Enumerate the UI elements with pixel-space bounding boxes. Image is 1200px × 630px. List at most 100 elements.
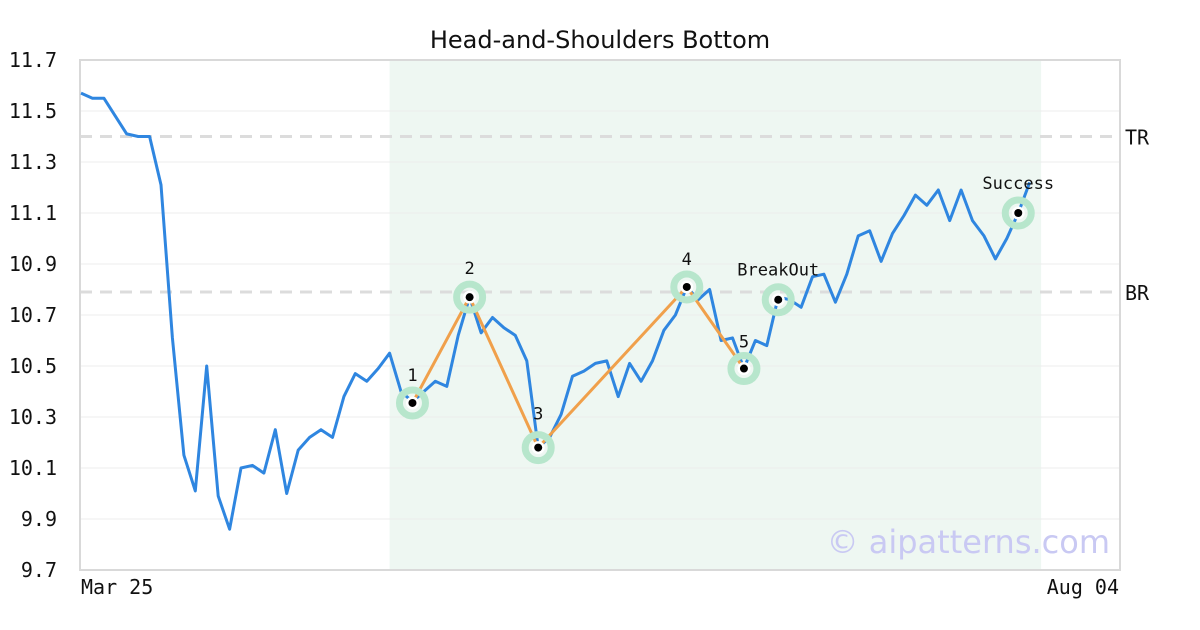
price-point	[594, 362, 596, 364]
price-point	[388, 352, 390, 354]
price-point	[674, 314, 676, 316]
price-point	[377, 367, 379, 369]
price-point	[926, 204, 928, 206]
marker-breakout-ring	[761, 283, 795, 317]
price-point	[640, 380, 642, 382]
price-point	[91, 97, 93, 99]
price-point	[857, 235, 859, 237]
price-point	[880, 260, 882, 262]
pattern-label-1: 1	[407, 366, 417, 386]
price-point	[194, 490, 196, 492]
price-point	[240, 467, 242, 469]
watermark: © aipatterns.com	[827, 523, 1110, 561]
y-tick-label: 11.5	[9, 99, 57, 123]
price-point	[354, 372, 356, 374]
price-point	[617, 395, 619, 397]
chart-title: Head-and-Shoulders Bottom	[430, 26, 770, 54]
price-point	[343, 395, 345, 397]
price-point	[903, 214, 905, 216]
pattern-label-2: 2	[464, 259, 474, 279]
price-point	[251, 464, 253, 466]
y-tick-label: 10.7	[9, 303, 57, 327]
pattern-point-5-dot	[739, 364, 748, 373]
price-point	[560, 413, 562, 415]
level-label-br: BR	[1125, 281, 1150, 305]
y-axis-ticks: 11.7 11.5 11.3 11.1 10.9 10.7 10.5 10.3 10.1 9.9 9…	[9, 48, 57, 582]
price-point	[491, 316, 493, 318]
y-tick-label: 11.1	[9, 201, 57, 225]
x-tick-label: Aug 04	[1047, 575, 1119, 599]
price-point	[960, 189, 962, 191]
marker-success-ring	[1001, 196, 1035, 230]
pattern-point-1-ring	[395, 386, 429, 420]
plot-frame	[79, 59, 1121, 571]
price-point	[583, 370, 585, 372]
price-point	[663, 329, 665, 331]
price-point	[320, 429, 322, 431]
marker-label-success: Success	[982, 174, 1054, 194]
pattern-point-2-ring	[453, 280, 487, 314]
y-tick-label: 10.5	[9, 354, 57, 378]
price-point	[766, 344, 768, 346]
price-point	[263, 472, 265, 474]
pattern-markers: 1 2 3 4 5 BreakOut Success	[395, 174, 1054, 465]
price-point	[526, 360, 528, 362]
price-point	[286, 492, 288, 494]
price-point	[171, 337, 173, 339]
price-point	[948, 219, 950, 221]
marker-success-dot	[1014, 209, 1023, 217]
price-point	[137, 135, 139, 137]
price-point	[148, 135, 150, 137]
y-tick-label: 10.3	[9, 405, 57, 429]
price-point	[994, 258, 996, 260]
price-point	[800, 306, 802, 308]
price-point	[274, 429, 276, 431]
price-point	[834, 301, 836, 303]
price-point	[206, 365, 208, 367]
price-point	[126, 133, 128, 135]
price-point	[331, 436, 333, 438]
price-point	[971, 219, 973, 221]
price-point	[103, 97, 105, 99]
pattern-label-5: 5	[739, 333, 749, 353]
marker-label-breakout: BreakOut	[737, 261, 819, 281]
price-point	[114, 115, 116, 117]
price-point	[868, 230, 870, 232]
y-tick-label: 10.1	[9, 456, 57, 480]
x-axis-ticks: Mar 25 Aug 04	[81, 575, 1119, 599]
x-tick-label: Mar 25	[81, 575, 153, 599]
price-point	[160, 184, 162, 186]
pattern-point-3-ring	[521, 431, 555, 465]
pattern-point-4-ring	[670, 270, 704, 304]
price-point	[366, 380, 368, 382]
price-point	[983, 235, 985, 237]
price-series	[80, 91, 1032, 531]
y-tick-label: 11.7	[9, 48, 57, 72]
price-point	[708, 288, 710, 290]
price-point	[434, 380, 436, 382]
price-point	[891, 232, 893, 234]
level-label-tr: TR	[1125, 126, 1150, 150]
pattern-point-4-dot	[682, 282, 691, 291]
price-point	[606, 360, 608, 362]
price-point	[846, 273, 848, 275]
price-point	[480, 332, 482, 334]
price-point	[297, 449, 299, 451]
pattern-label-4: 4	[682, 250, 692, 270]
price-point	[1006, 237, 1008, 239]
marker-breakout-dot	[774, 295, 783, 304]
pattern-label-3: 3	[533, 405, 543, 425]
price-point	[651, 360, 653, 362]
price-point	[457, 334, 459, 336]
price-point	[731, 337, 733, 339]
y-tick-label: 10.9	[9, 252, 57, 276]
price-point	[80, 92, 82, 94]
price-line	[80, 91, 1032, 531]
pattern-point-1-dot	[408, 398, 417, 407]
pattern-point-3-dot	[534, 443, 543, 452]
price-point	[914, 194, 916, 196]
y-tick-label: 9.9	[21, 507, 57, 531]
price-point	[823, 273, 825, 275]
pattern-point-5-ring	[727, 352, 761, 386]
